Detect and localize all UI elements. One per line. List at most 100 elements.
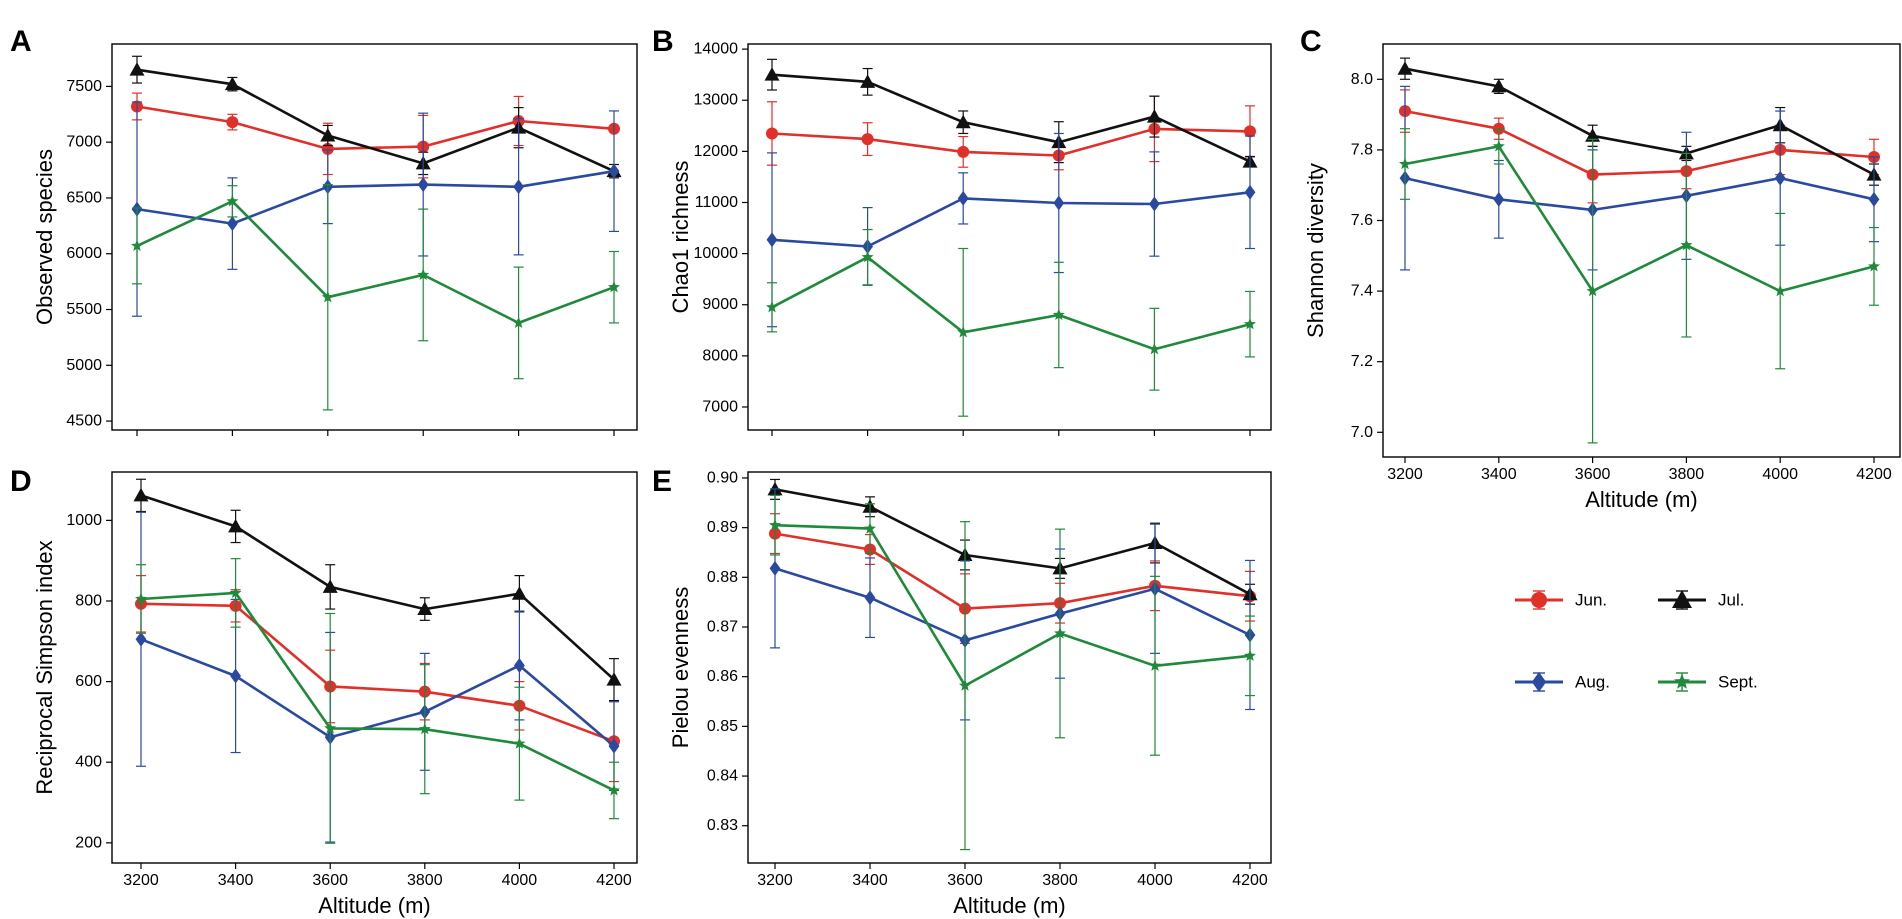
series-aug [766, 132, 1256, 328]
series-jun [135, 574, 620, 783]
data-point [957, 190, 969, 206]
data-point [861, 250, 874, 263]
plot-frame [1382, 43, 1901, 458]
y-axis-title: Shannon diversity [1303, 163, 1328, 338]
series-line [140, 638, 615, 748]
legend-marker [1531, 592, 1547, 608]
series-sept [131, 183, 620, 411]
data-point [1149, 196, 1160, 212]
data-point [417, 601, 433, 616]
data-point [766, 127, 778, 140]
panel-letter: D [10, 465, 32, 498]
data-point [513, 179, 524, 195]
y-tick-label: 1000 [66, 512, 102, 529]
y-tick-label: 200 [75, 834, 102, 851]
y-tick-label: 0.85 [707, 718, 738, 735]
data-point [864, 590, 876, 606]
data-point [322, 579, 338, 593]
x-tick-label: 3600 [312, 872, 348, 889]
series-aug [769, 488, 1256, 721]
y-tick-label: 0.83 [707, 817, 738, 834]
data-point [764, 67, 780, 81]
data-point [1244, 649, 1256, 661]
y-tick-label: 7000 [66, 134, 102, 151]
y-tick-label: 6000 [66, 245, 102, 262]
data-point [1680, 238, 1693, 251]
series-aug [1399, 85, 1880, 271]
y-axis-title: Reciprocal Simpson index [32, 540, 57, 794]
data-point [1052, 308, 1065, 321]
data-point [1149, 659, 1161, 671]
data-point [135, 592, 147, 605]
x-tick-label: 3200 [1387, 466, 1423, 483]
data-point [417, 268, 430, 281]
y-tick-label: 7.4 [1351, 283, 1373, 300]
y-tick-label: 5000 [66, 357, 102, 374]
panel-e: E 0.83 0.84 0.85 0.86 0.87 0.88 0.89 0.90 3200 340… [652, 465, 1272, 918]
data-point [1397, 61, 1413, 75]
data-point [864, 522, 876, 534]
data-point [959, 679, 971, 691]
panel-d: D 200 400 600 800 1000 3200 3400 3600 3800 4000 420… [10, 465, 638, 918]
series-jun [1399, 89, 1880, 204]
legend-item-jun: Jun. [1515, 590, 1607, 610]
series-line [136, 105, 615, 151]
y-tick-label: 7.8 [1351, 141, 1373, 158]
series-line [774, 567, 1251, 642]
data-point [1586, 284, 1599, 297]
x-tick-label: 4200 [596, 872, 632, 889]
series-line [771, 255, 1251, 351]
series-line [136, 169, 615, 225]
data-point [769, 518, 781, 531]
data-point [513, 737, 526, 749]
y-tick-label: 4500 [66, 413, 102, 430]
x-tick-label: 3800 [1669, 466, 1705, 483]
data-point [1868, 191, 1880, 207]
y-tick-label: 5500 [66, 301, 102, 318]
data-point [1244, 317, 1256, 330]
data-point [133, 487, 149, 502]
y-axis-title: Pielou evenness [668, 587, 693, 748]
plot-frame [747, 43, 1272, 431]
series-line [771, 191, 1251, 248]
legend-marker [1531, 672, 1547, 692]
series-line [774, 532, 1251, 610]
panel-a: A 4500 5000 5500 6000 6500 7000 7500 Observed sp… [10, 25, 638, 436]
data-point [1053, 195, 1065, 211]
series-jul [1397, 57, 1882, 186]
data-point [227, 216, 238, 232]
data-point [229, 586, 242, 599]
legend-item-jul: Jul. [1658, 590, 1744, 610]
legend-marker [1674, 673, 1690, 689]
panel-letter: A [10, 25, 32, 58]
x-tick-label: 3800 [1042, 872, 1078, 889]
data-point [957, 326, 970, 338]
y-tick-label: 8.0 [1351, 71, 1373, 88]
y-tick-label: 7000 [702, 398, 738, 415]
y-tick-label: 11000 [695, 194, 738, 211]
y-tick-label: 600 [75, 673, 102, 690]
plot-frame [111, 43, 638, 431]
panel-letter: B [652, 25, 674, 58]
series-jun [769, 513, 1256, 645]
plot-frame [747, 471, 1272, 864]
series-jun [131, 92, 620, 179]
data-point [1868, 260, 1880, 272]
data-point [860, 74, 876, 88]
y-tick-label: 400 [75, 754, 102, 771]
series-line [136, 200, 615, 325]
y-tick-label: 14000 [694, 41, 739, 58]
x-tick-label: 3600 [1575, 466, 1611, 483]
data-point [608, 163, 620, 179]
series-line [1404, 109, 1875, 176]
plot-frame [111, 471, 638, 864]
data-point [1774, 284, 1787, 297]
series-line [774, 488, 1251, 596]
x-tick-label: 4200 [1856, 466, 1892, 483]
y-tick-label: 10000 [694, 245, 739, 262]
y-tick-label: 0.90 [707, 469, 738, 486]
x-tick-label: 4200 [1232, 872, 1268, 889]
data-point [957, 145, 970, 158]
series-sept [1399, 128, 1880, 444]
